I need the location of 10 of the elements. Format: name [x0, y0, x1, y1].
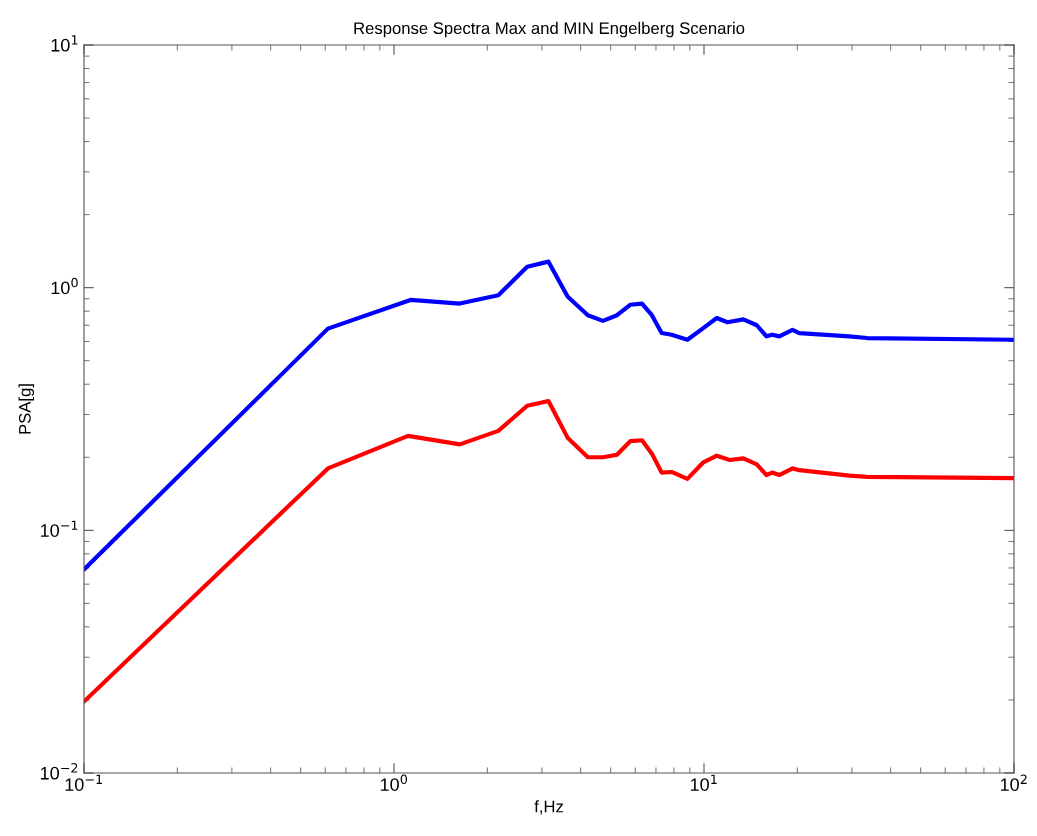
chart-title: Response Spectra Max and MIN Engelberg Scenario — [354, 21, 745, 38]
x-tick-label: 10$^{−1}$ — [65, 774, 102, 791]
x-tick-label: 10$^{1}$ — [690, 774, 717, 791]
x-tick-label: 10$^{2}$ — [1000, 774, 1027, 791]
y-tick-label: 10$^{0}$ — [51, 277, 78, 295]
y-axis-title: PSA[g] — [18, 384, 35, 434]
y-tick-label: 10$^{1}$ — [51, 35, 78, 52]
x-tick-label: 10$^{0}$ — [380, 774, 408, 791]
x-axis-title: f,Hz — [534, 800, 563, 815]
y-tick-label: 10$^{−1}$ — [40, 520, 78, 537]
